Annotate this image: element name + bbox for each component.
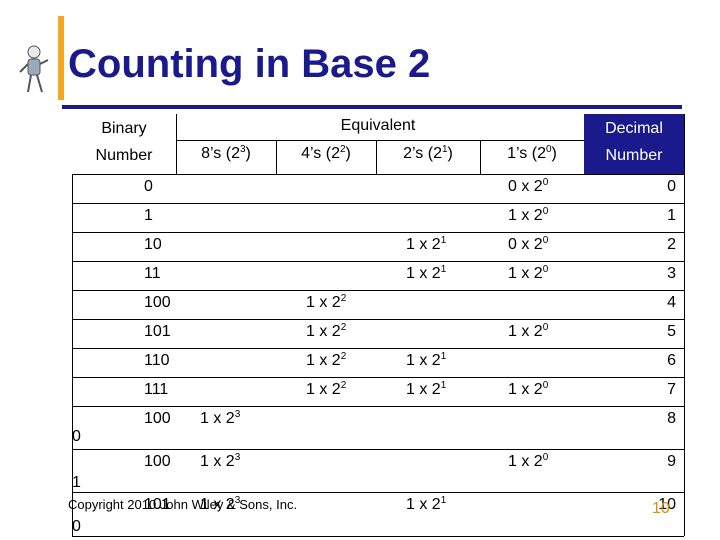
header-decimal-line1: Decimal xyxy=(605,120,663,137)
term-c1: 1 x 20 xyxy=(508,380,549,399)
header-col-1s: 1’s (20) xyxy=(507,144,557,163)
overflow-digit: 1 xyxy=(72,474,81,491)
term-c1: 1 x 20 xyxy=(508,206,549,225)
row-divider xyxy=(72,290,684,291)
decimal-value: 2 xyxy=(667,236,676,253)
decimal-value: 1 xyxy=(667,207,676,224)
page-number: 10 xyxy=(652,500,670,517)
term-c8: 1 x 23 xyxy=(200,409,241,428)
decimal-value: 0 xyxy=(667,178,676,195)
grid-line xyxy=(176,114,177,174)
term-c2: 1 x 21 xyxy=(406,351,447,370)
term-c2: 1 x 21 xyxy=(406,235,447,254)
term-c1: 1 x 20 xyxy=(508,452,549,471)
decimal-value: 4 xyxy=(667,294,676,311)
term-c1: 0 x 20 xyxy=(508,235,549,254)
binary-value: 10 xyxy=(144,236,162,253)
term-c4: 1 x 22 xyxy=(306,293,347,312)
header-col-2s: 2’s (21) xyxy=(403,144,453,163)
accent-bar xyxy=(58,16,64,100)
term-c4: 1 x 22 xyxy=(306,322,347,341)
binary-value: 110 xyxy=(144,352,170,369)
binary-value: 0 xyxy=(144,178,153,195)
binary-value: 100 xyxy=(144,453,171,470)
term-c1: 1 x 20 xyxy=(508,322,549,341)
row-divider xyxy=(72,261,684,262)
decimal-value: 9 xyxy=(667,453,676,470)
binary-value: 111 xyxy=(144,381,169,398)
grid-line xyxy=(480,140,481,174)
term-c2: 1 x 21 xyxy=(406,264,447,283)
grid-line xyxy=(72,174,73,536)
binary-value: 1 xyxy=(144,207,153,224)
header-equivalent: Equivalent xyxy=(340,117,416,134)
header-binary-line1: Binary xyxy=(101,120,147,137)
term-c8: 1 x 23 xyxy=(200,495,241,514)
term-c4: 1 x 22 xyxy=(306,351,347,370)
binary-value: 101 xyxy=(144,496,171,513)
decimal-value: 8 xyxy=(667,410,676,427)
row-divider xyxy=(72,203,684,204)
page-title: Counting in Base 2 xyxy=(68,42,431,86)
grid-line xyxy=(276,140,277,174)
row-divider xyxy=(72,377,684,378)
decimal-header-bg xyxy=(584,114,684,174)
term-c2: 1 x 21 xyxy=(406,495,447,514)
decimal-value: 10 xyxy=(658,496,676,513)
header-col-8s: 8’s (23) xyxy=(201,144,251,163)
row-divider xyxy=(72,319,684,320)
decimal-value: 3 xyxy=(667,265,676,282)
row-divider xyxy=(72,406,684,407)
row-divider xyxy=(72,449,684,450)
term-c8: 1 x 23 xyxy=(200,452,241,471)
decimal-value: 7 xyxy=(667,381,676,398)
header-decimal-line2: Number xyxy=(605,147,663,164)
overflow-digit: 0 xyxy=(72,518,81,535)
decimal-value: 5 xyxy=(667,323,676,340)
row-divider xyxy=(72,174,684,175)
copyright-footer: Copyright 2010 John Wiley & Sons, Inc. xyxy=(68,497,298,512)
binary-value: 100 xyxy=(144,294,171,311)
binary-value: 100 xyxy=(144,410,171,427)
header-divider xyxy=(176,140,584,141)
grid-line xyxy=(684,114,685,536)
cartoon-figure-icon xyxy=(19,45,49,93)
header-binary-line2: Number xyxy=(95,147,153,164)
row-divider xyxy=(72,232,684,233)
binary-value: 101 xyxy=(144,323,171,340)
binary-value: 11 xyxy=(144,265,161,282)
term-c2: 1 x 21 xyxy=(406,380,447,399)
term-c4: 1 x 22 xyxy=(306,380,347,399)
term-c1: 1 x 20 xyxy=(508,264,549,283)
term-c1: 0 x 20 xyxy=(508,177,549,196)
decimal-value: 6 xyxy=(667,352,676,369)
grid-line xyxy=(376,140,377,174)
title-rule xyxy=(62,105,682,109)
row-divider xyxy=(72,348,684,349)
overflow-digit: 0 xyxy=(72,428,81,445)
header-col-4s: 4’s (22) xyxy=(301,144,351,163)
row-divider xyxy=(72,492,684,493)
row-divider xyxy=(72,536,684,537)
